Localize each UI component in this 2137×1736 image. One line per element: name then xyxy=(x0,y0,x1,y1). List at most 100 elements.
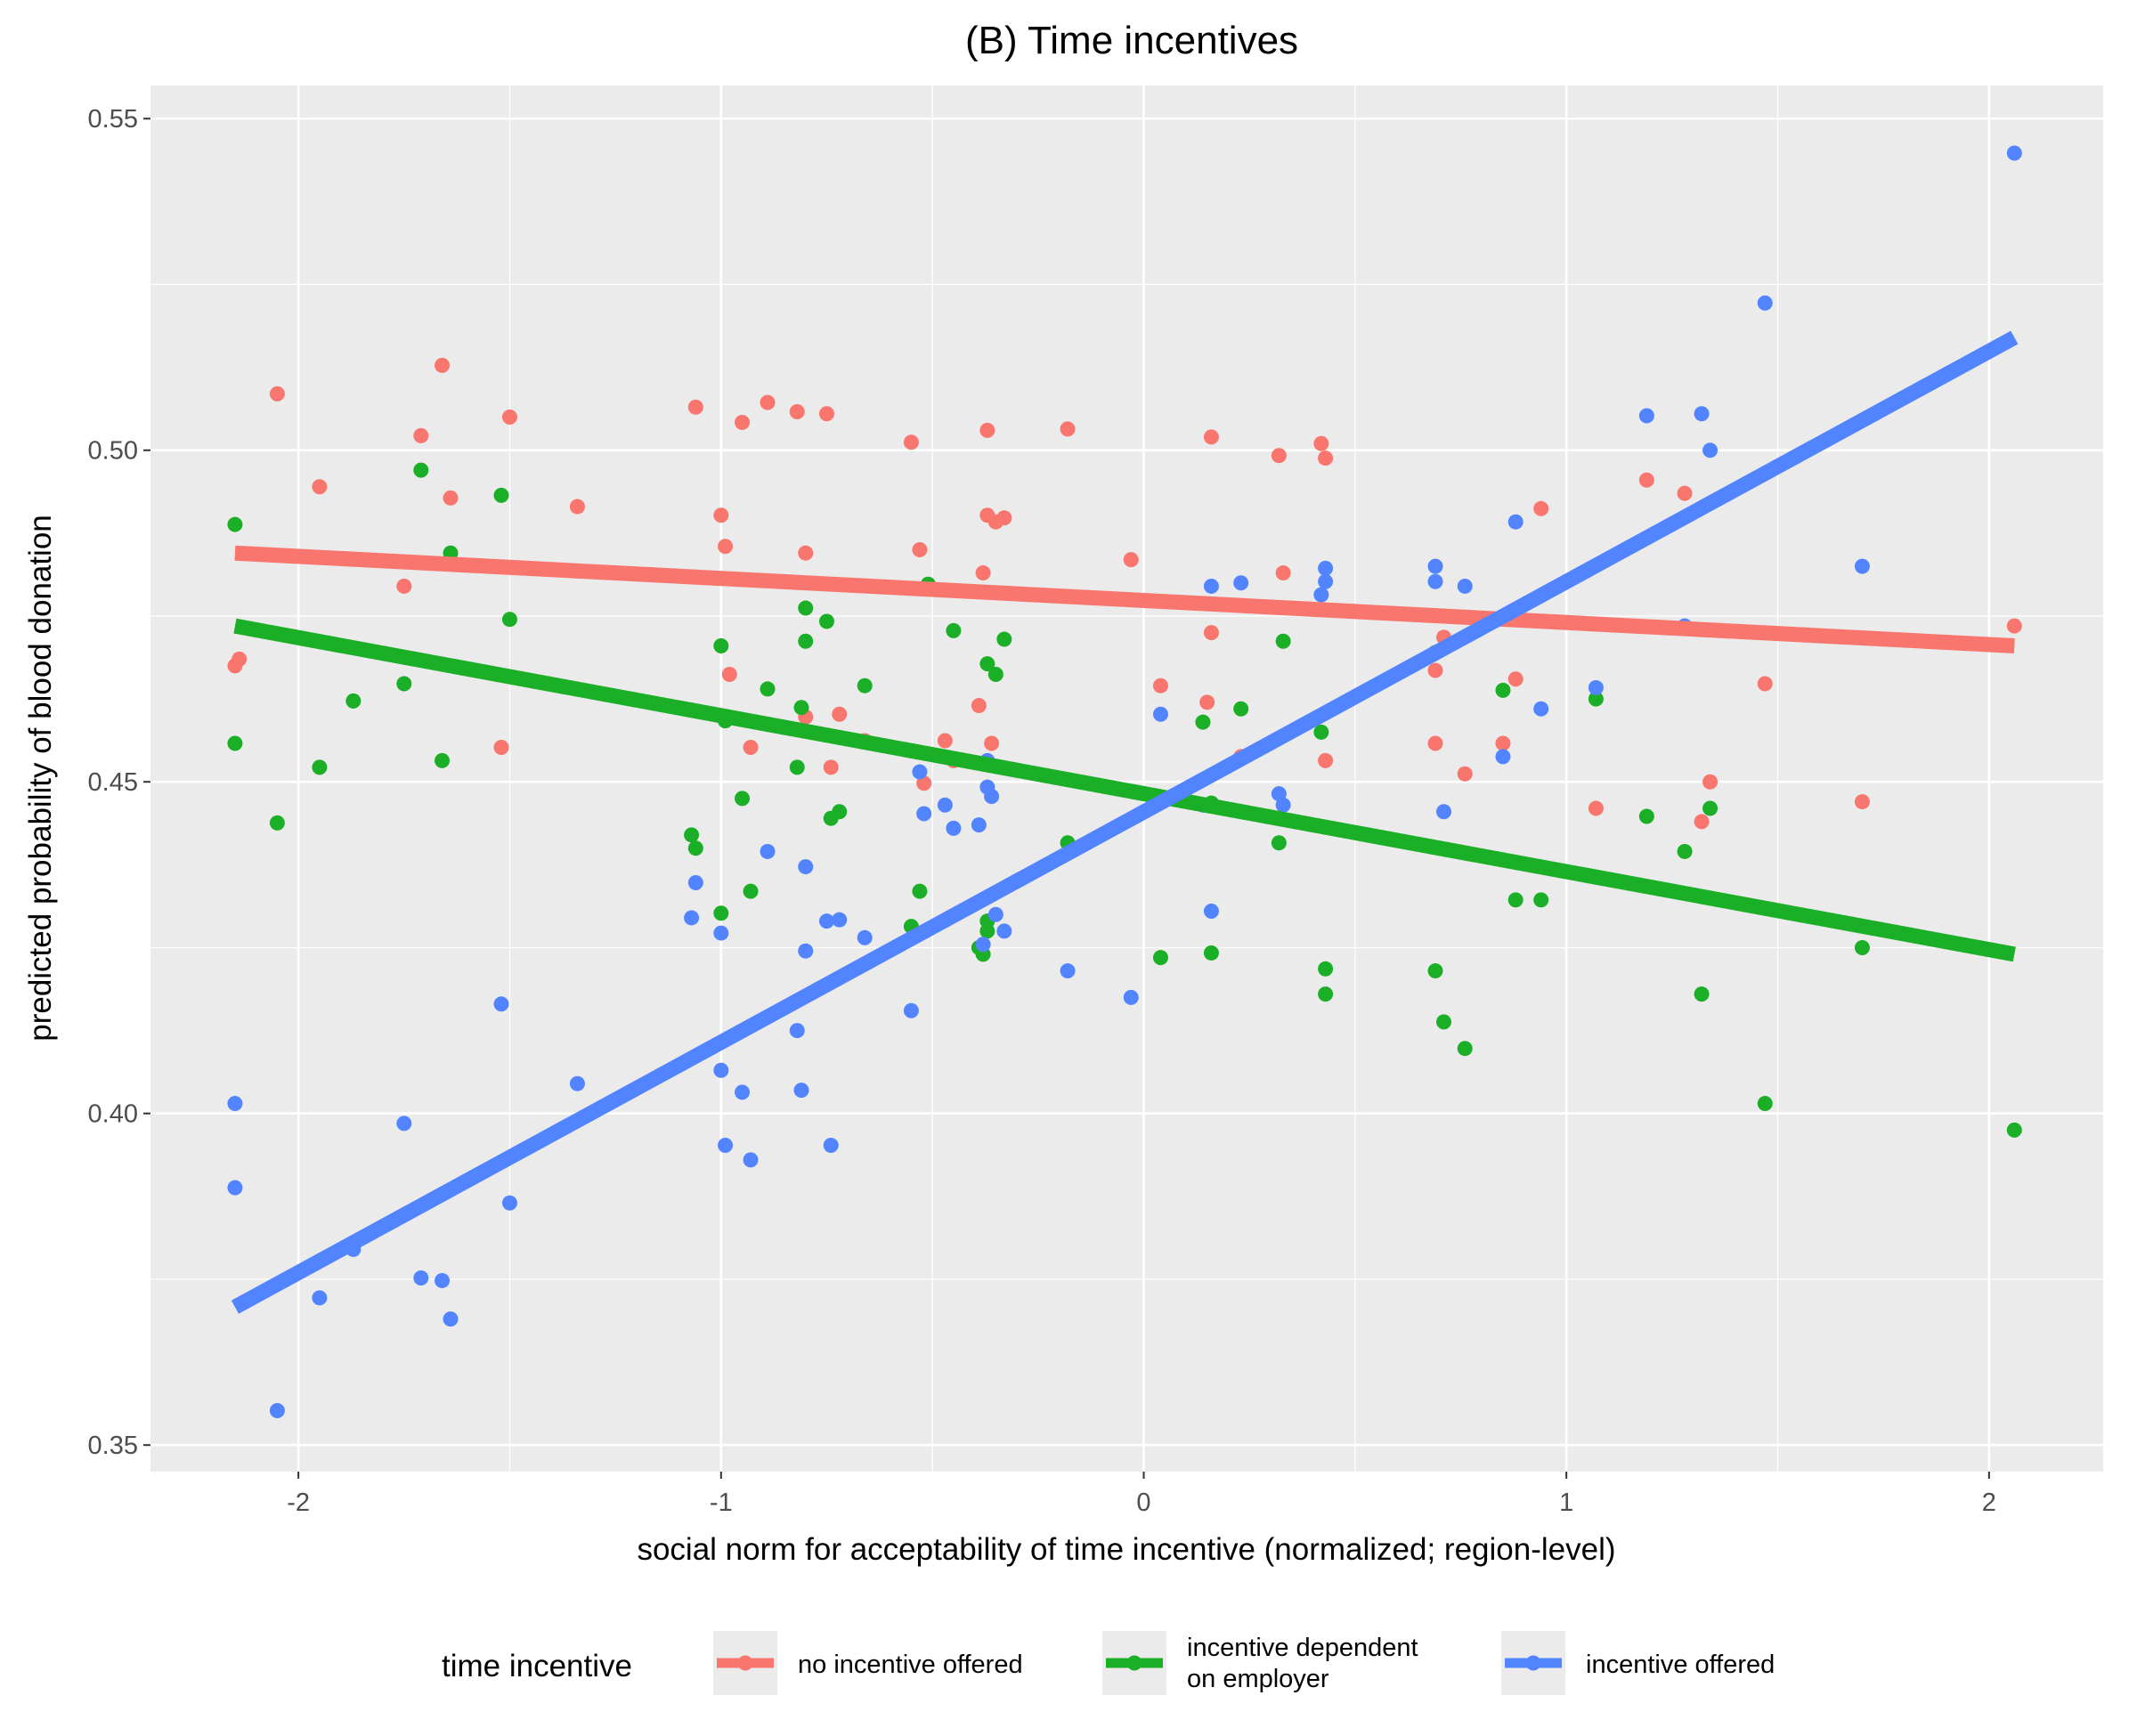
legend-key-point xyxy=(1525,1655,1541,1671)
point-incentive-offered xyxy=(501,1195,517,1211)
point-incentive-dependent-on-employer xyxy=(227,516,243,532)
point-incentive-offered xyxy=(1318,573,1334,589)
point-incentive-offered xyxy=(684,910,700,926)
legend-items: no incentive offered incentive dependent o… xyxy=(713,1631,1775,1695)
point-incentive-dependent-on-employer xyxy=(987,667,1003,683)
point-no-incentive-offered xyxy=(1677,485,1693,501)
point-no-incentive-offered xyxy=(1313,435,1329,451)
point-incentive-dependent-on-employer xyxy=(1677,843,1693,859)
point-incentive-dependent-on-employer xyxy=(713,905,729,921)
point-no-incentive-offered xyxy=(1533,500,1549,516)
point-incentive-dependent-on-employer xyxy=(396,676,412,692)
point-no-incentive-offered xyxy=(979,422,995,438)
point-no-incentive-offered xyxy=(1427,735,1443,751)
point-incentive-dependent-on-employer xyxy=(501,612,517,628)
legend: time incentive no incentive offered incen… xyxy=(442,1631,1775,1695)
point-incentive-dependent-on-employer xyxy=(1588,691,1604,707)
y-tick-labels: 0.35 0.40 0.45 0.50 0.55 xyxy=(88,105,138,1460)
point-incentive-offered xyxy=(1757,295,1773,311)
point-no-incentive-offered xyxy=(1757,676,1773,692)
point-incentive-dependent-on-employer xyxy=(2006,1122,2022,1138)
point-no-incentive-offered xyxy=(312,479,328,495)
point-no-incentive-offered xyxy=(818,406,834,422)
point-no-incentive-offered xyxy=(1318,752,1334,768)
point-no-incentive-offered xyxy=(493,739,509,755)
point-incentive-dependent-on-employer xyxy=(798,633,814,649)
y-tick-label: 0.50 xyxy=(88,437,138,466)
point-no-incentive-offered xyxy=(1199,694,1215,710)
point-incentive-offered xyxy=(1275,797,1291,813)
point-incentive-offered xyxy=(798,943,814,959)
point-incentive-offered xyxy=(569,1075,585,1091)
point-incentive-dependent-on-employer xyxy=(743,883,759,899)
point-no-incentive-offered xyxy=(798,545,814,561)
point-no-incentive-offered xyxy=(1457,766,1473,782)
point-incentive-offered xyxy=(718,1137,734,1153)
point-incentive-dependent-on-employer xyxy=(1757,1096,1773,1112)
point-no-incentive-offered xyxy=(396,578,412,594)
point-incentive-offered xyxy=(818,913,834,929)
point-incentive-offered xyxy=(1507,514,1524,530)
point-incentive-dependent-on-employer xyxy=(435,752,451,768)
point-incentive-offered xyxy=(413,1270,429,1286)
legend-label-incentive-dependent-on-employer: incentive dependent xyxy=(1187,1634,1418,1662)
axis-ticks xyxy=(143,118,1990,1479)
point-no-incentive-offered xyxy=(1152,677,1168,694)
point-incentive-dependent-on-employer xyxy=(684,827,700,843)
point-incentive-dependent-on-employer xyxy=(818,613,834,629)
point-incentive-offered xyxy=(760,843,776,859)
point-incentive-offered xyxy=(1427,558,1443,574)
point-incentive-offered xyxy=(1427,573,1443,589)
fit-line-no-incentive-offered xyxy=(234,545,2015,653)
point-no-incentive-offered xyxy=(1854,794,1870,810)
x-tick-label: 0 xyxy=(1136,1489,1150,1517)
point-no-incentive-offered xyxy=(1427,662,1443,678)
grid-minor xyxy=(150,85,2103,1472)
point-no-incentive-offered xyxy=(1694,814,1710,830)
point-no-incentive-offered xyxy=(501,409,517,425)
point-incentive-dependent-on-employer xyxy=(1854,939,1870,955)
point-incentive-dependent-on-employer xyxy=(312,759,328,775)
point-incentive-dependent-on-employer xyxy=(413,462,429,478)
point-incentive-offered xyxy=(987,906,1003,922)
point-no-incentive-offered xyxy=(435,357,451,373)
point-no-incentive-offered xyxy=(760,394,776,410)
point-incentive-dependent-on-employer xyxy=(1533,892,1549,908)
legend-label-no-incentive-offered: no incentive offered xyxy=(798,1651,1023,1679)
point-incentive-offered xyxy=(435,1272,451,1288)
point-incentive-offered xyxy=(493,996,509,1012)
point-no-incentive-offered xyxy=(975,565,991,581)
point-incentive-offered xyxy=(789,1023,805,1039)
chart-title: (B) Time incentives xyxy=(965,19,1298,62)
point-no-incentive-offered xyxy=(413,427,429,443)
point-incentive-offered xyxy=(793,1083,809,1099)
point-no-incentive-offered xyxy=(443,490,459,506)
point-incentive-dependent-on-employer xyxy=(1694,986,1710,1002)
point-incentive-offered xyxy=(903,1002,919,1018)
point-no-incentive-offered xyxy=(903,434,919,450)
point-incentive-offered xyxy=(912,764,928,780)
point-incentive-dependent-on-employer xyxy=(979,656,995,672)
point-no-incentive-offered xyxy=(1495,735,1511,751)
point-incentive-dependent-on-employer xyxy=(798,600,814,616)
point-incentive-offered xyxy=(832,912,848,928)
point-incentive-offered xyxy=(937,797,953,813)
point-incentive-offered xyxy=(312,1290,328,1306)
point-incentive-dependent-on-employer xyxy=(1195,714,1211,730)
point-incentive-offered xyxy=(857,929,873,945)
point-no-incentive-offered xyxy=(984,735,1000,751)
y-tick-label: 0.45 xyxy=(88,768,138,797)
fit-line-incentive-dependent-on-employer xyxy=(233,618,2016,962)
point-incentive-dependent-on-employer xyxy=(227,735,243,751)
x-tick-label: 2 xyxy=(1982,1489,1996,1517)
point-no-incentive-offered xyxy=(721,667,737,683)
point-no-incentive-offered xyxy=(971,698,987,714)
point-incentive-offered xyxy=(1060,963,1076,979)
point-no-incentive-offered xyxy=(1702,774,1719,790)
point-incentive-dependent-on-employer xyxy=(1233,701,1249,717)
point-incentive-dependent-on-employer xyxy=(979,923,995,939)
point-no-incentive-offered xyxy=(1638,472,1654,488)
y-tick-label: 0.40 xyxy=(88,1100,138,1129)
point-incentive-offered xyxy=(687,874,703,890)
